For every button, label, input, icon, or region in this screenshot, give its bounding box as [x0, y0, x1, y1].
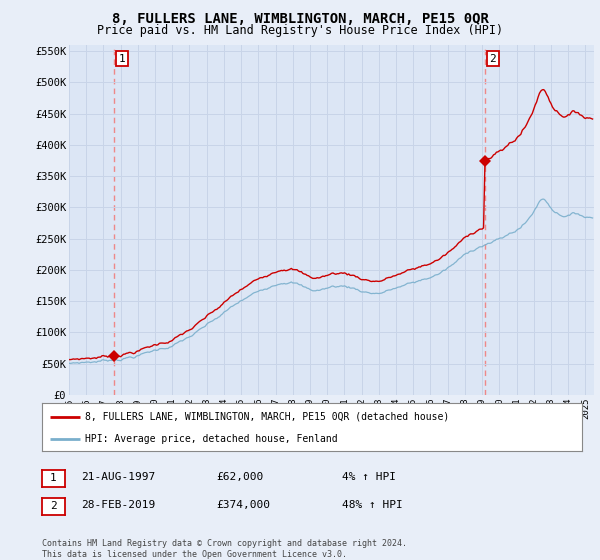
- Text: £62,000: £62,000: [216, 472, 263, 482]
- Text: HPI: Average price, detached house, Fenland: HPI: Average price, detached house, Fenl…: [85, 434, 338, 444]
- Text: 21-AUG-1997: 21-AUG-1997: [81, 472, 155, 482]
- Text: Contains HM Land Registry data © Crown copyright and database right 2024.
This d: Contains HM Land Registry data © Crown c…: [42, 539, 407, 559]
- Text: 2: 2: [50, 501, 57, 511]
- Text: 1: 1: [50, 473, 57, 483]
- Text: 2: 2: [490, 54, 496, 63]
- Text: 28-FEB-2019: 28-FEB-2019: [81, 500, 155, 510]
- Text: 8, FULLERS LANE, WIMBLINGTON, MARCH, PE15 0QR: 8, FULLERS LANE, WIMBLINGTON, MARCH, PE1…: [112, 12, 488, 26]
- Text: 1: 1: [119, 54, 125, 63]
- Text: Price paid vs. HM Land Registry's House Price Index (HPI): Price paid vs. HM Land Registry's House …: [97, 24, 503, 36]
- Text: 48% ↑ HPI: 48% ↑ HPI: [342, 500, 403, 510]
- Text: £374,000: £374,000: [216, 500, 270, 510]
- Text: 4% ↑ HPI: 4% ↑ HPI: [342, 472, 396, 482]
- Text: 8, FULLERS LANE, WIMBLINGTON, MARCH, PE15 0QR (detached house): 8, FULLERS LANE, WIMBLINGTON, MARCH, PE1…: [85, 412, 449, 422]
